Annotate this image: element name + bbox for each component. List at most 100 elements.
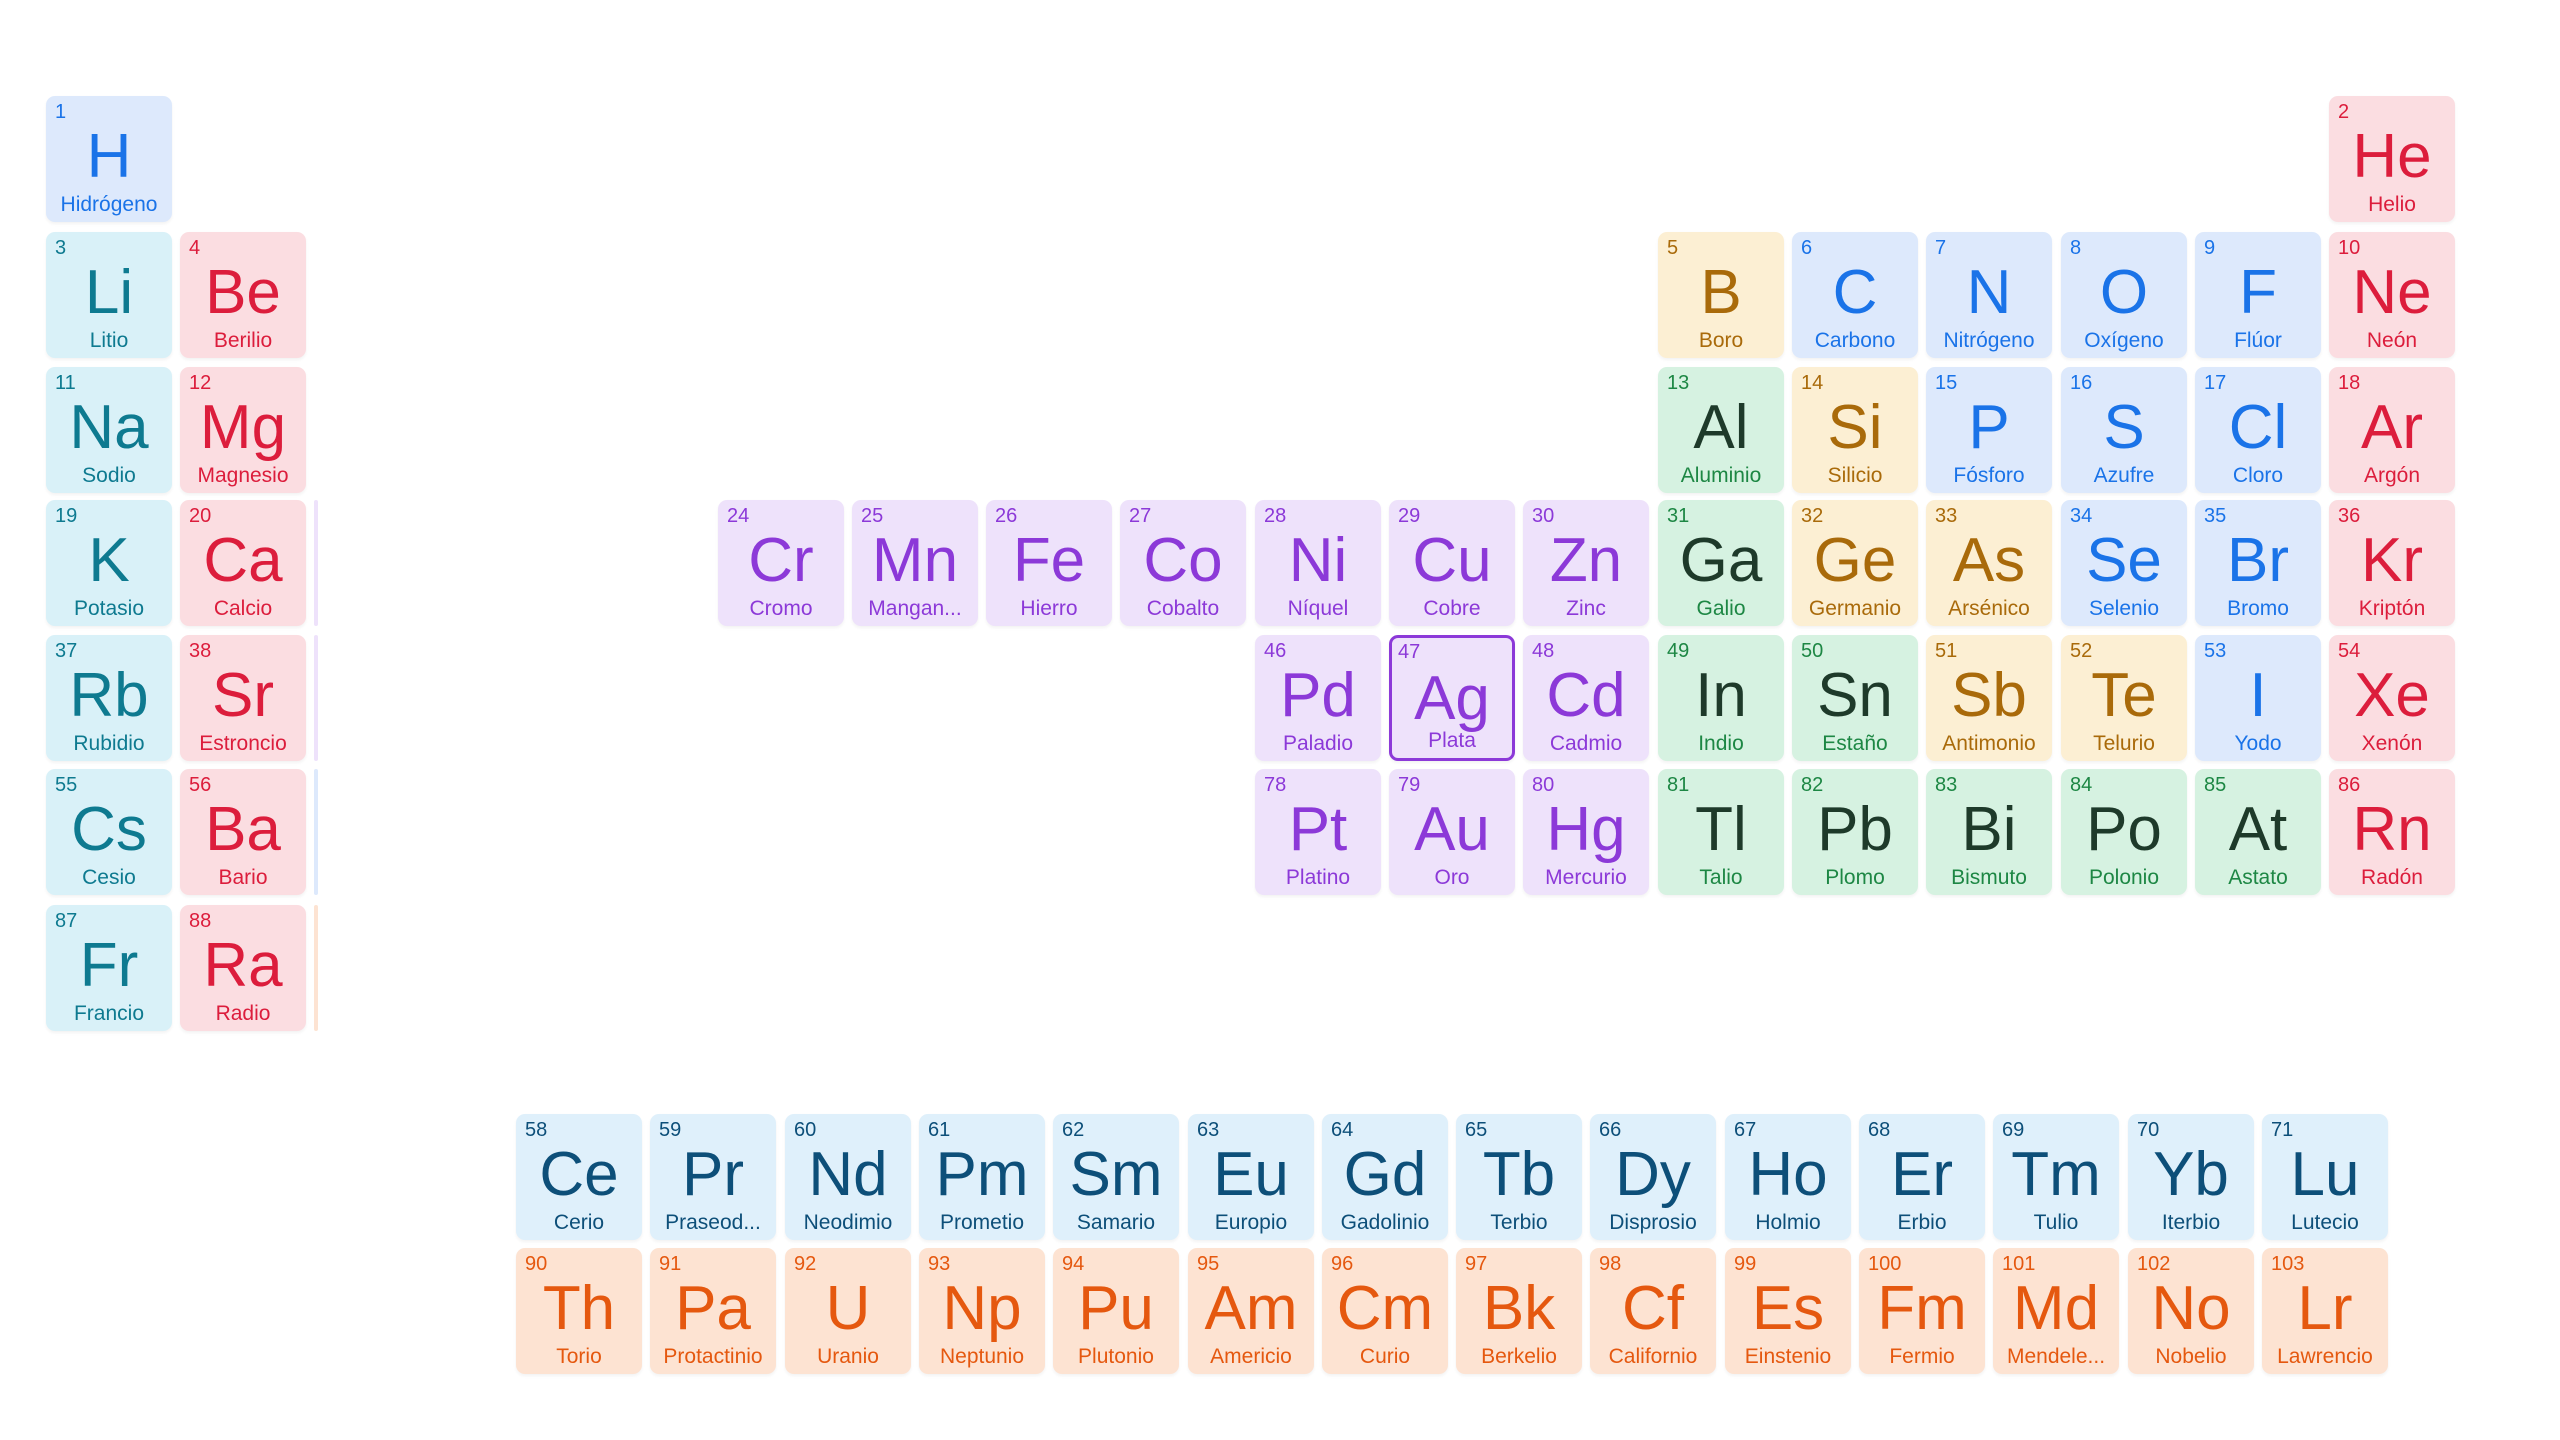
element-am[interactable]: 95 Am Americio	[1188, 1248, 1314, 1374]
element-sr[interactable]: 38 Sr Estroncio	[180, 635, 306, 761]
element-cl[interactable]: 17 Cl Cloro	[2195, 367, 2321, 493]
element-zn[interactable]: 30 Zn Zinc	[1523, 500, 1649, 626]
element-yb[interactable]: 70 Yb Iterbio	[2128, 1114, 2254, 1240]
element-po[interactable]: 84 Po Polonio	[2061, 769, 2187, 895]
element-cr[interactable]: 24 Cr Cromo	[718, 500, 844, 626]
element-n[interactable]: 7 N Nitrógeno	[1926, 232, 2052, 358]
element-cd[interactable]: 48 Cd Cadmio	[1523, 635, 1649, 761]
element-al[interactable]: 13 Al Aluminio	[1658, 367, 1784, 493]
element-si[interactable]: 14 Si Silicio	[1792, 367, 1918, 493]
element-mg[interactable]: 12 Mg Magnesio	[180, 367, 306, 493]
element-br[interactable]: 35 Br Bromo	[2195, 500, 2321, 626]
element-name: Bromo	[2227, 598, 2289, 620]
element-nd[interactable]: 60 Nd Neodimio	[785, 1114, 911, 1240]
element-cs[interactable]: 55 Cs Cesio	[46, 769, 172, 895]
element-rn[interactable]: 86 Rn Radón	[2329, 769, 2455, 895]
element-sn[interactable]: 50 Sn Estaño	[1792, 635, 1918, 761]
element-symbol: Ba	[205, 795, 281, 864]
element-kr[interactable]: 36 Kr Kriptón	[2329, 500, 2455, 626]
element-symbol: Co	[1143, 526, 1223, 595]
element-pm[interactable]: 61 Pm Prometio	[919, 1114, 1045, 1240]
element-cm[interactable]: 96 Cm Curio	[1322, 1248, 1448, 1374]
element-hg[interactable]: 80 Hg Mercurio	[1523, 769, 1649, 895]
element-sm[interactable]: 62 Sm Samario	[1053, 1114, 1179, 1240]
element-mn[interactable]: 25 Mn Mangan...	[852, 500, 978, 626]
element-c[interactable]: 6 C Carbono	[1792, 232, 1918, 358]
element-name: Calcio	[213, 598, 273, 620]
element-np[interactable]: 93 Np Neptunio	[919, 1248, 1045, 1374]
element-tm[interactable]: 69 Tm Tulio	[1993, 1114, 2119, 1240]
element-bi[interactable]: 83 Bi Bismuto	[1926, 769, 2052, 895]
element-name: Hidrógeno	[60, 194, 158, 216]
element-md[interactable]: 101 Md Mendele...	[1993, 1248, 2119, 1374]
element-gd[interactable]: 64 Gd Gadolinio	[1322, 1114, 1448, 1240]
element-pd[interactable]: 46 Pd Paladio	[1255, 635, 1381, 761]
element-tl[interactable]: 81 Tl Talio	[1658, 769, 1784, 895]
element-name: Plutonio	[1078, 1346, 1154, 1368]
element-ba[interactable]: 56 Ba Bario	[180, 769, 306, 895]
element-bk[interactable]: 97 Bk Berkelio	[1456, 1248, 1582, 1374]
element-f[interactable]: 9 F Flúor	[2195, 232, 2321, 358]
element-fe[interactable]: 26 Fe Hierro	[986, 500, 1112, 626]
element-ca[interactable]: 20 Ca Calcio	[180, 500, 306, 626]
element-li[interactable]: 3 Li Litio	[46, 232, 172, 358]
element-ni[interactable]: 28 Ni Níquel	[1255, 500, 1381, 626]
element-ho[interactable]: 67 Ho Holmio	[1725, 1114, 1851, 1240]
element-au[interactable]: 79 Au Oro	[1389, 769, 1515, 895]
element-cf[interactable]: 98 Cf Californio	[1590, 1248, 1716, 1374]
element-es[interactable]: 99 Es Einstenio	[1725, 1248, 1851, 1374]
element-he[interactable]: 2 He Helio	[2329, 96, 2455, 222]
element-dy[interactable]: 66 Dy Disprosio	[1590, 1114, 1716, 1240]
element-symbol: Pd	[1280, 661, 1356, 730]
element-b[interactable]: 5 B Boro	[1658, 232, 1784, 358]
element-pt[interactable]: 78 Pt Platino	[1255, 769, 1381, 895]
element-ce[interactable]: 58 Ce Cerio	[516, 1114, 642, 1240]
element-ar[interactable]: 18 Ar Argón	[2329, 367, 2455, 493]
element-eu[interactable]: 63 Eu Europio	[1188, 1114, 1314, 1240]
element-i[interactable]: 53 I Yodo	[2195, 635, 2321, 761]
element-pa[interactable]: 91 Pa Protactinio	[650, 1248, 776, 1374]
element-s[interactable]: 16 S Azufre	[2061, 367, 2187, 493]
element-name: Silicio	[1827, 465, 1883, 487]
element-o[interactable]: 8 O Oxígeno	[2061, 232, 2187, 358]
element-fm[interactable]: 100 Fm Fermio	[1859, 1248, 1985, 1374]
element-er[interactable]: 68 Er Erbio	[1859, 1114, 1985, 1240]
element-pr[interactable]: 59 Pr Praseod...	[650, 1114, 776, 1240]
element-lr[interactable]: 103 Lr Lawrencio	[2262, 1248, 2388, 1374]
atomic-number: 1	[55, 101, 67, 123]
element-h[interactable]: 1 H Hidrógeno	[46, 96, 172, 222]
element-name: Aluminio	[1680, 465, 1762, 487]
element-be[interactable]: 4 Be Berilio	[180, 232, 306, 358]
element-in[interactable]: 49 In Indio	[1658, 635, 1784, 761]
element-name: Kriptón	[2358, 598, 2426, 620]
element-rb[interactable]: 37 Rb Rubidio	[46, 635, 172, 761]
element-p[interactable]: 15 P Fósforo	[1926, 367, 2052, 493]
element-cu[interactable]: 29 Cu Cobre	[1389, 500, 1515, 626]
element-no[interactable]: 102 No Nobelio	[2128, 1248, 2254, 1374]
element-xe[interactable]: 54 Xe Xenón	[2329, 635, 2455, 761]
element-sb[interactable]: 51 Sb Antimonio	[1926, 635, 2052, 761]
element-te[interactable]: 52 Te Telurio	[2061, 635, 2187, 761]
element-u[interactable]: 92 U Uranio	[785, 1248, 911, 1374]
element-ge[interactable]: 32 Ge Germanio	[1792, 500, 1918, 626]
element-ga[interactable]: 31 Ga Galio	[1658, 500, 1784, 626]
element-ne[interactable]: 10 Ne Neón	[2329, 232, 2455, 358]
element-k[interactable]: 19 K Potasio	[46, 500, 172, 626]
element-symbol: P	[1968, 393, 2010, 462]
element-ra[interactable]: 88 Ra Radio	[180, 905, 306, 1031]
element-at[interactable]: 85 At Astato	[2195, 769, 2321, 895]
element-pu[interactable]: 94 Pu Plutonio	[1053, 1248, 1179, 1374]
atomic-number: 63	[1197, 1119, 1220, 1141]
element-as[interactable]: 33 As Arsénico	[1926, 500, 2052, 626]
element-tb[interactable]: 65 Tb Terbio	[1456, 1114, 1582, 1240]
element-th[interactable]: 90 Th Torio	[516, 1248, 642, 1374]
atomic-number: 67	[1734, 1119, 1757, 1141]
element-lu[interactable]: 71 Lu Lutecio	[2262, 1114, 2388, 1240]
element-pb[interactable]: 82 Pb Plomo	[1792, 769, 1918, 895]
element-se[interactable]: 34 Se Selenio	[2061, 500, 2187, 626]
element-fr[interactable]: 87 Fr Francio	[46, 905, 172, 1031]
element-co[interactable]: 27 Co Cobalto	[1120, 500, 1246, 626]
element-na[interactable]: 11 Na Sodio	[46, 367, 172, 493]
element-ag[interactable]: 47 Ag Plata	[1389, 635, 1515, 761]
atomic-number: 55	[55, 774, 78, 796]
